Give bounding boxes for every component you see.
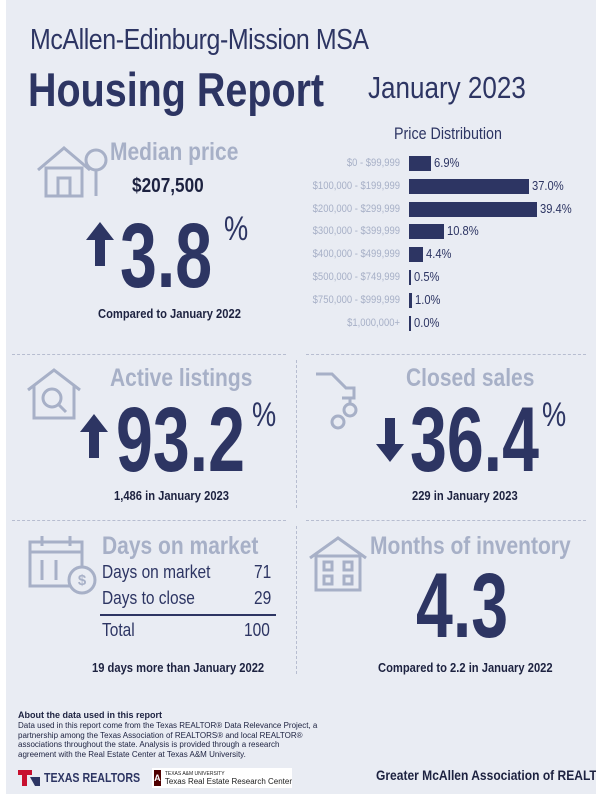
closed-sales-detail: 229 in January 2023: [412, 488, 518, 503]
closed-sales-change: 36.4: [410, 389, 539, 491]
distribution-bar: [409, 247, 424, 263]
divider: [306, 520, 586, 521]
distribution-category-label: $200,000 - $299,999: [312, 202, 400, 215]
distribution-bar: [409, 224, 445, 240]
tamu-text: Texas Real Estate Research Center: [164, 776, 292, 786]
distribution-category-label: $750,000 - $999,999: [312, 293, 400, 306]
dom-row-value: 29: [254, 588, 272, 608]
tamu-mark-icon: A: [154, 770, 161, 786]
tamu-small-text: TEXAS A&M UNIVERSITY: [164, 770, 225, 777]
distribution-bar: [409, 315, 411, 331]
median-price-label: Median price: [110, 138, 239, 166]
distribution-bar: [409, 201, 537, 217]
days-on-market-label: Days on market: [102, 532, 259, 560]
dom-row-value: 71: [254, 562, 272, 582]
arrow-up-icon: [80, 414, 108, 458]
hand-keys-icon: [316, 372, 358, 430]
about-title: About the data used in this report: [18, 710, 163, 720]
divider: [12, 354, 286, 355]
median-price-change: 3.8: [120, 205, 213, 307]
active-listings-percent: %: [252, 396, 277, 434]
median-price-value: $207,500: [132, 175, 204, 197]
distribution-bar: [409, 292, 413, 308]
months-inventory-value: 4.3: [416, 555, 509, 657]
region-title: McAllen-Edinburg-Mission MSA: [30, 24, 369, 56]
dom-total-value: 100: [244, 620, 270, 640]
price-distribution-title: Price Distribution: [394, 124, 502, 143]
calendar-dollar-icon: $: [28, 536, 97, 595]
texas-realtors-logo: TEXAS REALTORS: [18, 768, 161, 786]
divider: [306, 354, 586, 355]
building-icon: [309, 536, 367, 592]
texas-realtors-mark-icon: [18, 770, 40, 786]
association-name: Greater McAllen Association of REALTORS®: [376, 767, 596, 783]
divider: [296, 360, 297, 508]
report-title: Housing Report: [28, 63, 325, 116]
distribution-value-label: 0.0%: [414, 314, 440, 330]
active-listings-detail: 1,486 in January 2023: [114, 488, 229, 503]
dom-total-label: Total: [102, 620, 135, 640]
active-listings-change: 93.2: [116, 389, 245, 491]
about-text: Data used in this report come from the T…: [18, 721, 318, 759]
dom-row-name: Days on market: [102, 562, 211, 582]
distribution-category-label: $400,000 - $499,999: [312, 248, 400, 261]
divider: [296, 526, 297, 674]
housing-report-page: McAllen-Edinburg-Mission MSA Housing Rep…: [6, 0, 596, 794]
divider: [12, 520, 286, 521]
house-tree-icon: [37, 146, 108, 198]
dom-row-name: Days to close: [102, 588, 195, 608]
distribution-category-label: $300,000 - $399,999: [312, 225, 400, 238]
distribution-category-label: $0 - $99,999: [346, 157, 400, 169]
distribution-value-label: 10.8%: [447, 223, 479, 239]
arrow-down-icon: [376, 418, 404, 462]
distribution-category-label: $1,000,000+: [347, 316, 400, 329]
arrow-up-icon: [86, 222, 114, 266]
tamu-logo: A TEXAS A&M UNIVERSITY Texas Real Estate…: [152, 768, 292, 788]
distribution-bar: [409, 178, 530, 194]
days-on-market-comparison: 19 days more than January 2022: [92, 660, 265, 675]
distribution-category-label: $500,000 - $749,999: [312, 271, 400, 283]
svg-text:$: $: [78, 572, 87, 589]
house-search-icon: [27, 368, 81, 420]
median-price-comparison: Compared to January 2022: [98, 306, 241, 321]
distribution-bar: [409, 156, 432, 171]
months-inventory-comparison: Compared to 2.2 in January 2022: [378, 660, 553, 675]
distribution-value-label: 37.0%: [532, 177, 564, 193]
distribution-value-label: 4.4%: [426, 246, 452, 262]
distribution-value-label: 39.4%: [540, 200, 572, 216]
distribution-category-label: $100,000 - $199,999: [312, 179, 400, 192]
report-month: January 2023: [368, 70, 526, 105]
closed-sales-percent: %: [542, 396, 567, 434]
texas-realtors-text: TEXAS REALTORS: [44, 769, 141, 785]
months-inventory-label: Months of inventory: [370, 532, 571, 560]
median-price-percent: %: [224, 210, 249, 248]
distribution-value-label: 0.5%: [414, 269, 440, 284]
distribution-value-label: 1.0%: [415, 291, 441, 307]
active-listings-label: Active listings: [110, 364, 253, 392]
distribution-value-label: 6.9%: [434, 155, 460, 170]
total-divider: [100, 614, 276, 616]
closed-sales-label: Closed sales: [406, 364, 535, 392]
distribution-bar: [409, 270, 411, 285]
